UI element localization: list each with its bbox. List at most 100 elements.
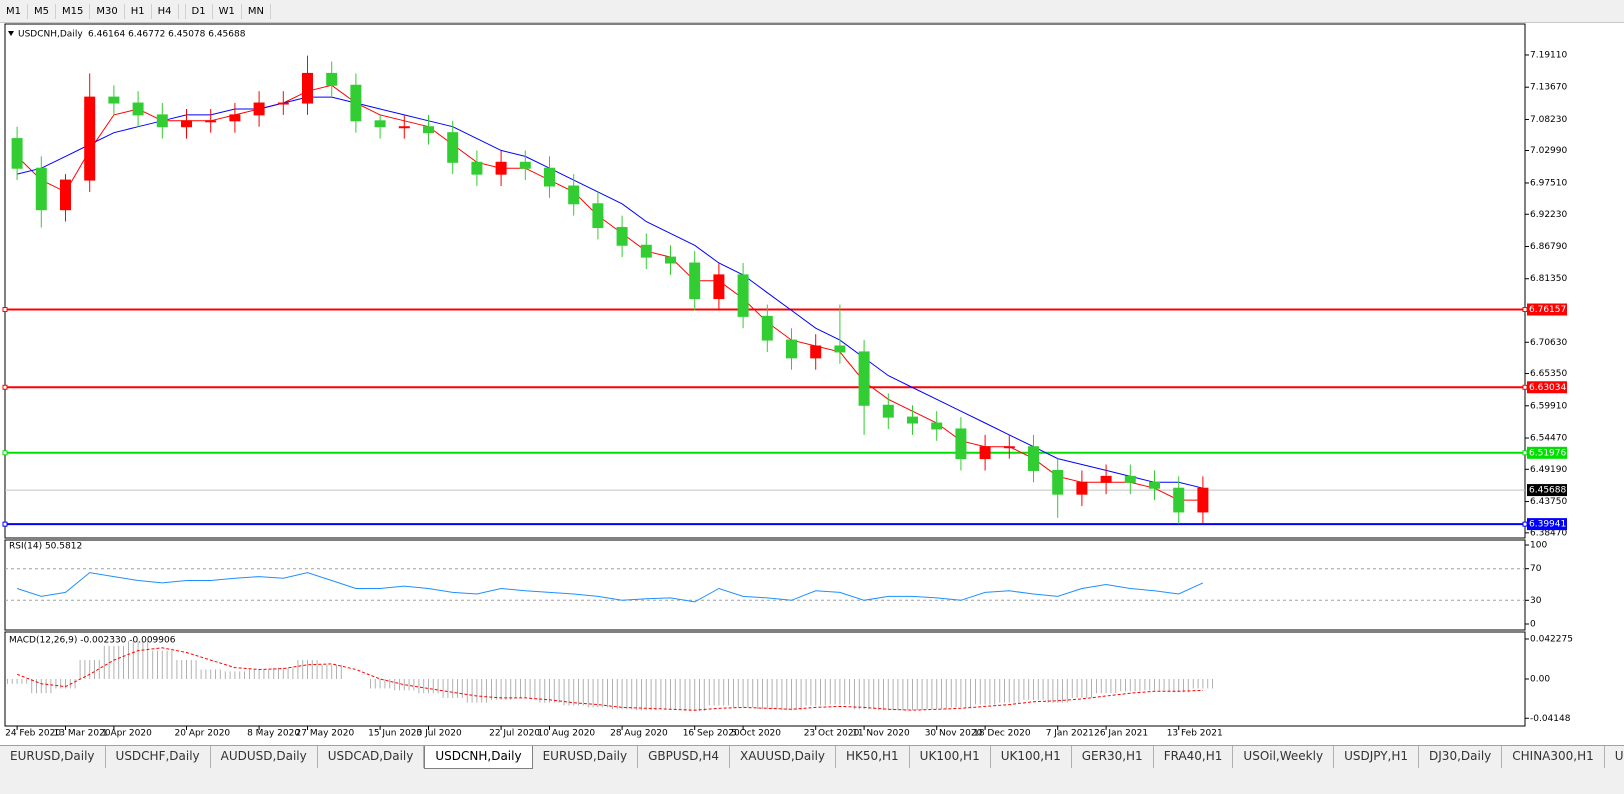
chart-tab[interactable]: AUDUSD,Daily: [211, 746, 318, 768]
chart-tab[interactable]: UK100,H1: [910, 746, 991, 768]
candle-body: [761, 315, 773, 341]
chart-tab[interactable]: USDCNH,Daily: [424, 746, 533, 769]
price-label: 6.63034: [1529, 383, 1566, 393]
y-tick-label: 7.19110: [1530, 50, 1567, 60]
chart-tab[interactable]: EURUSD,Daily: [0, 746, 106, 768]
candle-body: [544, 167, 555, 187]
chart-tab[interactable]: HK50,H1: [836, 746, 910, 768]
x-tick-label: 11 Nov 2020: [852, 729, 910, 739]
chart-tab[interactable]: USDCHF,Daily: [106, 746, 211, 768]
chart-window: 7.19110 7.13670 7.08230 7.02990 6.97510 6.922…: [2, 23, 1573, 739]
chart-tab[interactable]: GBPUSD,H4: [638, 746, 730, 768]
timeframe-button[interactable]: MN: [242, 3, 271, 19]
chart-tab[interactable]: EURUSD,Daily: [533, 746, 639, 768]
chart-tab[interactable]: USOil,Weekly: [1233, 746, 1335, 768]
candle-body: [713, 274, 725, 300]
candle-body: [447, 132, 459, 163]
symbol-title: USDCNH,Daily: [18, 30, 83, 40]
y-tick-label: 6.97510: [1530, 178, 1567, 188]
price-label-box: [1527, 381, 1567, 394]
x-tick-label: 8 May 2020: [247, 729, 300, 739]
timeframe-button[interactable]: H4: [152, 3, 179, 19]
candle-body: [737, 274, 749, 317]
chart-tab[interactable]: USDJPY,H1: [1334, 746, 1420, 768]
candle-body: [277, 102, 289, 105]
candle-body: [11, 138, 23, 169]
candle-body: [302, 72, 313, 104]
timeframe-button[interactable]: M30: [90, 3, 125, 19]
rsi-line: [16, 572, 1204, 603]
y-tick-label: 0: [1530, 620, 1536, 630]
candle-body: [568, 185, 580, 205]
candle-body: [834, 345, 846, 353]
x-tick-label: 23 Oct 2020: [804, 729, 860, 739]
price-label-box: [1527, 303, 1567, 316]
rsi-pane-frame: [4, 539, 1526, 631]
timeframe-button[interactable]: M1: [0, 3, 28, 19]
level-handle: [2, 384, 8, 390]
macd-signal: [16, 647, 1203, 711]
main-pane-frame: [4, 23, 1526, 539]
level-handle: [1522, 384, 1528, 390]
price-label-box: [1527, 484, 1567, 497]
candle-body: [423, 126, 434, 134]
y-tick-label: 30: [1530, 596, 1542, 606]
price-label: 6.76157: [1529, 305, 1566, 315]
candle-body: [1173, 487, 1185, 513]
level-handle: [1522, 521, 1528, 527]
y-tick-label: 0.042275: [1530, 634, 1573, 644]
x-tick-label: 10 Aug 2020: [538, 729, 596, 739]
candle-body: [907, 416, 918, 424]
chart-tab[interactable]: XAUUSD,Daily: [730, 746, 837, 768]
candle-body: [882, 404, 894, 418]
timeframe-button[interactable]: D1: [184, 3, 213, 19]
y-tick-label: 7.13670: [1530, 83, 1567, 93]
timeframe-button[interactable]: M15: [56, 3, 91, 19]
timeframe-button[interactable]: W1: [213, 3, 242, 19]
y-tick-label: 6.54470: [1530, 434, 1567, 444]
chart-tab[interactable]: U: [1605, 746, 1624, 768]
rsi-title: RSI(14) 50.5812: [9, 542, 82, 552]
candle-body: [1076, 481, 1088, 495]
y-tick-label: 100: [1530, 541, 1547, 551]
candle-body: [810, 345, 822, 359]
chart-tab[interactable]: CHINA300,H1: [1502, 746, 1605, 768]
toolbar: M1 M5 M15 M30 H1 H4 D1 W1 MN: [0, 0, 1624, 23]
candle-body: [665, 256, 676, 264]
x-tick-label: 16 Sep 2020: [683, 729, 740, 739]
candle-body: [205, 120, 217, 123]
y-tick-label: 6.65350: [1530, 369, 1567, 379]
candle-body: [858, 351, 870, 406]
candle-body: [1197, 487, 1209, 513]
y-tick-label: 70: [1530, 564, 1542, 574]
candle-body: [592, 203, 604, 228]
chart-tab[interactable]: DJ30,Daily: [1419, 746, 1503, 768]
x-tick-label: 28 Aug 2020: [610, 729, 668, 739]
candle-body: [1028, 446, 1039, 471]
moving-average: [16, 96, 1204, 489]
chart-tab[interactable]: USDCAD,Daily: [318, 746, 425, 768]
y-tick-label: 6.92230: [1530, 210, 1567, 220]
timeframe-button[interactable]: M5: [28, 3, 56, 19]
chart-tab[interactable]: UK100,H1: [991, 746, 1072, 768]
y-tick-label: 6.49190: [1530, 465, 1567, 475]
candle-body: [132, 102, 144, 116]
price-label-box: [1527, 446, 1567, 459]
price-label-box: [1527, 518, 1567, 531]
candle-body: [35, 167, 47, 211]
macd-pane-frame: [4, 631, 1526, 727]
candle-body: [1052, 469, 1064, 495]
candle-body: [616, 226, 628, 246]
level-handle: [1522, 450, 1528, 456]
candle-body: [979, 446, 991, 460]
x-tick-label: 27 May 2020: [296, 729, 355, 739]
macd-title: MACD(12,26,9) -0.002330 -0.009906: [9, 636, 176, 646]
chart-tab[interactable]: GER30,H1: [1072, 746, 1154, 768]
timeframe-button[interactable]: H1: [125, 3, 152, 19]
candle-body: [326, 72, 338, 86]
chart-tab[interactable]: FRA40,H1: [1154, 746, 1234, 768]
x-tick-label: 20 Apr 2020: [175, 729, 231, 739]
level-handle: [1522, 307, 1528, 313]
x-tick-label: 13 Mar 2020: [54, 729, 111, 739]
tab-bar: EURUSD,Daily USDCHF,Daily AUDUSD,Daily USDC…: [0, 745, 1624, 794]
